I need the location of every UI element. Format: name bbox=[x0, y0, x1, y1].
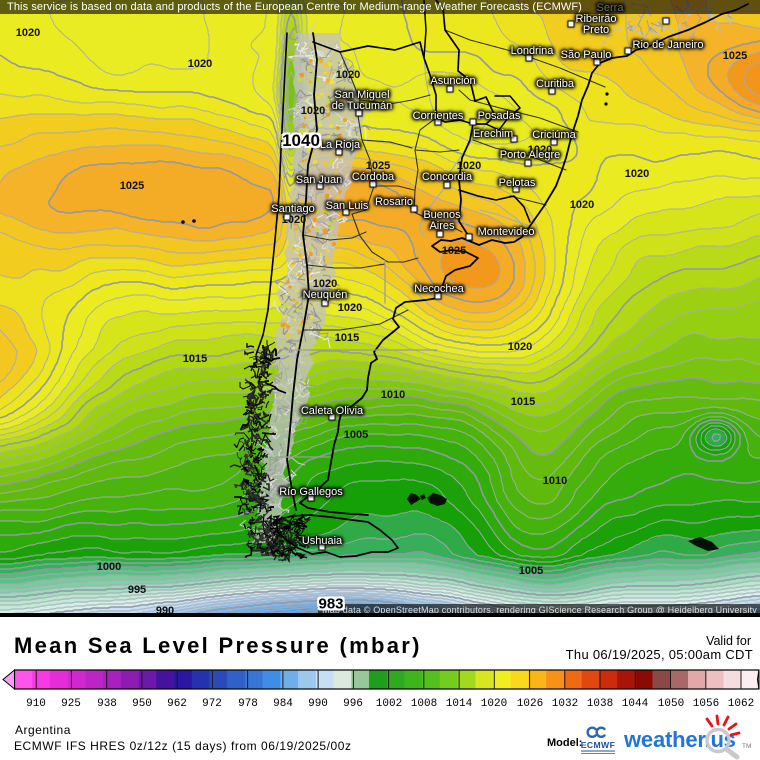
svg-text:ECMWF: ECMWF bbox=[581, 740, 615, 750]
svg-text:TM: TM bbox=[742, 743, 751, 750]
